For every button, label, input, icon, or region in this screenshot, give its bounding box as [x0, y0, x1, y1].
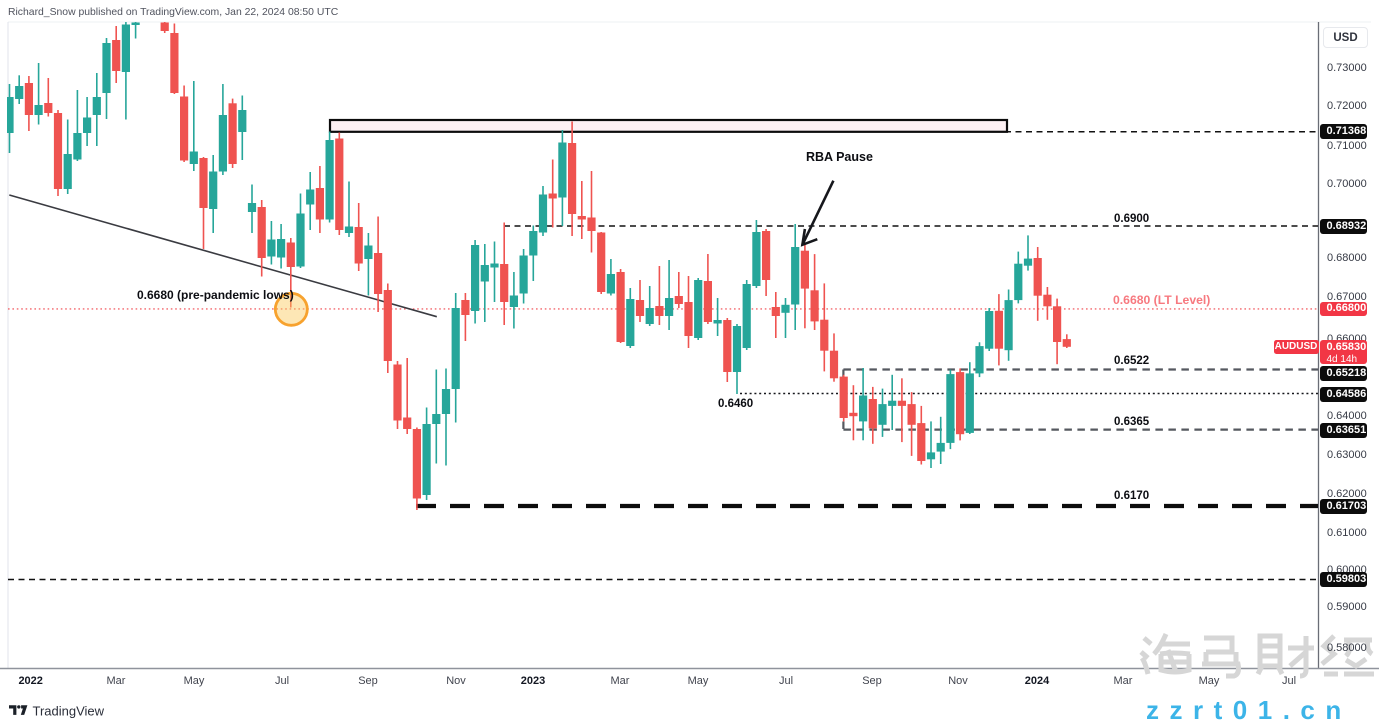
svg-text:TradingView: TradingView [33, 704, 105, 718]
